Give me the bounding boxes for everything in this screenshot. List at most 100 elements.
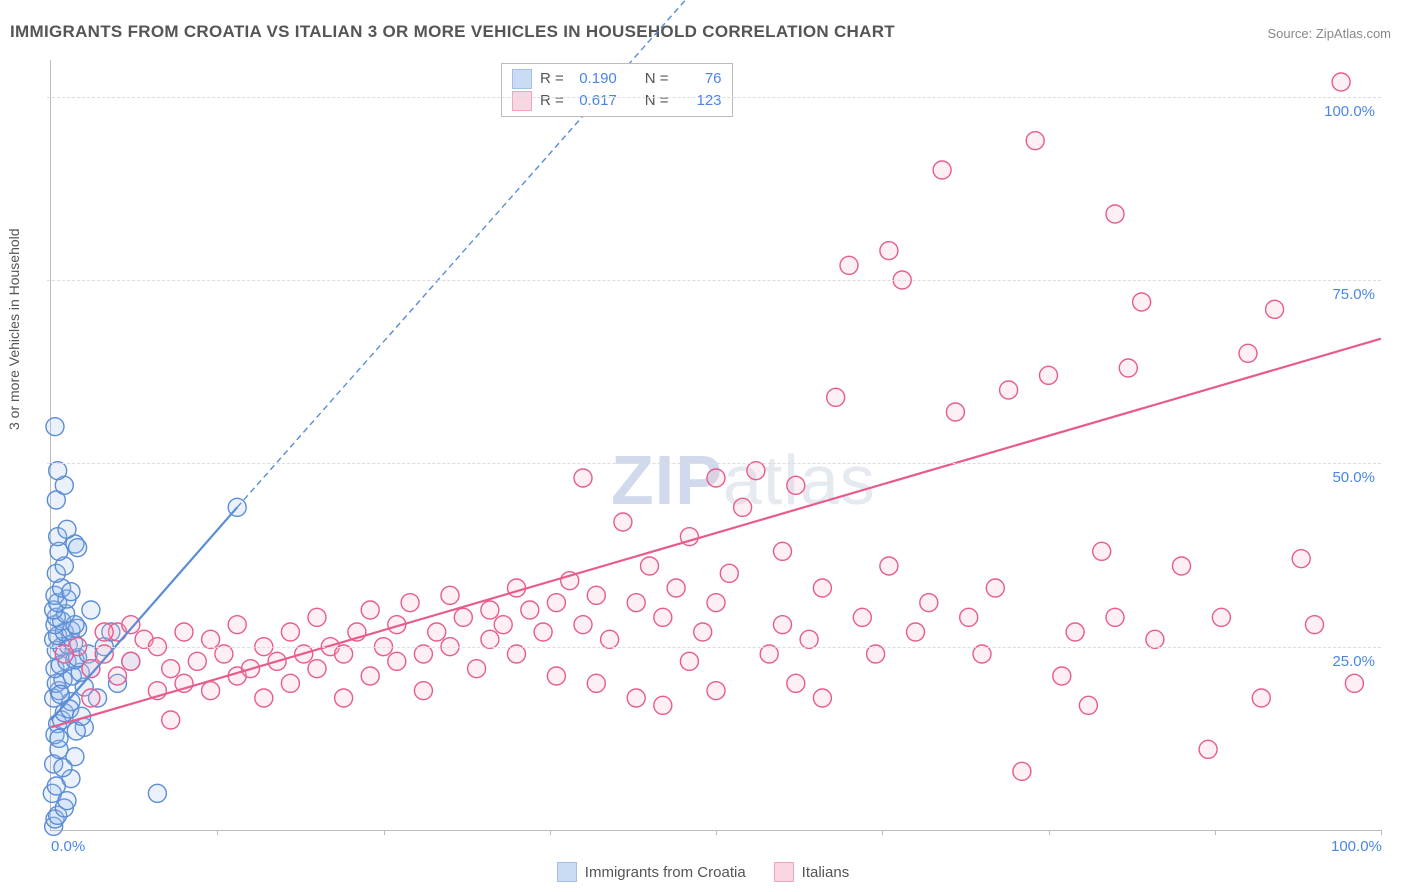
stats-row-croatia: R =0.190N =76 bbox=[512, 68, 722, 90]
x-tick bbox=[1381, 830, 1382, 835]
data-point-italians bbox=[414, 645, 432, 663]
n-value: 123 bbox=[677, 90, 722, 112]
data-point-italians bbox=[1252, 689, 1270, 707]
data-point-italians bbox=[1266, 300, 1284, 318]
data-point-italians bbox=[720, 564, 738, 582]
data-point-italians bbox=[255, 689, 273, 707]
data-point-croatia bbox=[69, 539, 87, 557]
data-point-italians bbox=[774, 542, 792, 560]
data-point-italians bbox=[574, 616, 592, 634]
data-point-italians bbox=[1026, 132, 1044, 150]
y-tick-label: 25.0% bbox=[1332, 653, 1375, 670]
x-tick-label: 100.0% bbox=[1331, 838, 1382, 855]
data-point-croatia bbox=[82, 601, 100, 619]
x-tick bbox=[1215, 830, 1216, 835]
y-tick-label: 50.0% bbox=[1332, 469, 1375, 486]
y-axis-label: 3 or more Vehicles in Household bbox=[6, 228, 22, 430]
data-point-italians bbox=[494, 616, 512, 634]
legend-item-croatia: Immigrants from Croatia bbox=[557, 862, 746, 882]
chart-container: IMMIGRANTS FROM CROATIA VS ITALIAN 3 OR … bbox=[0, 0, 1406, 892]
data-point-italians bbox=[973, 645, 991, 663]
data-point-italians bbox=[1146, 630, 1164, 648]
swatch-icon bbox=[512, 91, 532, 111]
data-point-italians bbox=[880, 242, 898, 260]
y-tick-label: 100.0% bbox=[1324, 103, 1375, 120]
data-point-italians bbox=[454, 608, 472, 626]
data-point-italians bbox=[547, 594, 565, 612]
data-point-italians bbox=[1040, 366, 1058, 384]
data-point-italians bbox=[361, 601, 379, 619]
gridline-h bbox=[47, 280, 1381, 281]
data-point-italians bbox=[813, 689, 831, 707]
r-value: 0.190 bbox=[572, 68, 617, 90]
data-point-italians bbox=[335, 689, 353, 707]
data-point-croatia bbox=[62, 583, 80, 601]
data-point-italians bbox=[933, 161, 951, 179]
gridline-h bbox=[47, 463, 1381, 464]
data-point-italians bbox=[960, 608, 978, 626]
data-point-italians bbox=[335, 645, 353, 663]
data-point-italians bbox=[202, 682, 220, 700]
data-point-italians bbox=[441, 586, 459, 604]
data-point-italians bbox=[654, 608, 672, 626]
data-point-italians bbox=[587, 586, 605, 604]
data-point-italians bbox=[774, 616, 792, 634]
data-point-italians bbox=[986, 579, 1004, 597]
data-point-italians bbox=[521, 601, 539, 619]
gridline-h bbox=[47, 97, 1381, 98]
data-point-italians bbox=[122, 652, 140, 670]
data-point-italians bbox=[82, 689, 100, 707]
bottom-legend: Immigrants from Croatia Italians bbox=[0, 862, 1406, 882]
legend-label: Italians bbox=[802, 864, 850, 881]
x-tick bbox=[217, 830, 218, 835]
data-point-italians bbox=[534, 623, 552, 641]
legend-item-italians: Italians bbox=[774, 862, 850, 882]
n-label: N = bbox=[645, 90, 669, 112]
data-point-italians bbox=[202, 630, 220, 648]
data-point-italians bbox=[641, 557, 659, 575]
data-point-italians bbox=[1093, 542, 1111, 560]
data-point-italians bbox=[388, 652, 406, 670]
data-point-croatia bbox=[50, 729, 68, 747]
data-point-italians bbox=[707, 594, 725, 612]
data-point-italians bbox=[1345, 674, 1363, 692]
data-point-italians bbox=[162, 711, 180, 729]
x-tick-label: 0.0% bbox=[51, 838, 85, 855]
data-point-italians bbox=[175, 623, 193, 641]
x-tick bbox=[384, 830, 385, 835]
data-point-croatia bbox=[49, 462, 67, 480]
swatch-icon bbox=[512, 69, 532, 89]
data-point-italians bbox=[840, 256, 858, 274]
data-point-italians bbox=[215, 645, 233, 663]
data-point-italians bbox=[627, 689, 645, 707]
r-value: 0.617 bbox=[572, 90, 617, 112]
data-point-italians bbox=[813, 579, 831, 597]
data-point-italians bbox=[680, 652, 698, 670]
data-point-italians bbox=[1212, 608, 1230, 626]
data-point-italians bbox=[1066, 623, 1084, 641]
data-point-italians bbox=[188, 652, 206, 670]
plot-area: ZIPatlas R =0.190N =76R =0.617N =123 25.… bbox=[50, 60, 1381, 831]
data-point-italians bbox=[946, 403, 964, 421]
data-point-italians bbox=[1106, 608, 1124, 626]
data-point-italians bbox=[601, 630, 619, 648]
svg-layer bbox=[51, 60, 1381, 830]
data-point-italians bbox=[228, 616, 246, 634]
data-point-italians bbox=[468, 660, 486, 678]
data-point-italians bbox=[1239, 344, 1257, 362]
data-point-italians bbox=[800, 630, 818, 648]
data-point-italians bbox=[1332, 73, 1350, 91]
x-tick bbox=[882, 830, 883, 835]
n-value: 76 bbox=[677, 68, 722, 90]
data-point-italians bbox=[1119, 359, 1137, 377]
data-point-italians bbox=[1053, 667, 1071, 685]
data-point-italians bbox=[587, 674, 605, 692]
x-tick bbox=[716, 830, 717, 835]
chart-title: IMMIGRANTS FROM CROATIA VS ITALIAN 3 OR … bbox=[10, 22, 895, 42]
data-point-italians bbox=[1000, 381, 1018, 399]
x-tick bbox=[1049, 830, 1050, 835]
data-point-italians bbox=[627, 594, 645, 612]
data-point-italians bbox=[760, 645, 778, 663]
r-label: R = bbox=[540, 90, 564, 112]
data-point-italians bbox=[414, 682, 432, 700]
